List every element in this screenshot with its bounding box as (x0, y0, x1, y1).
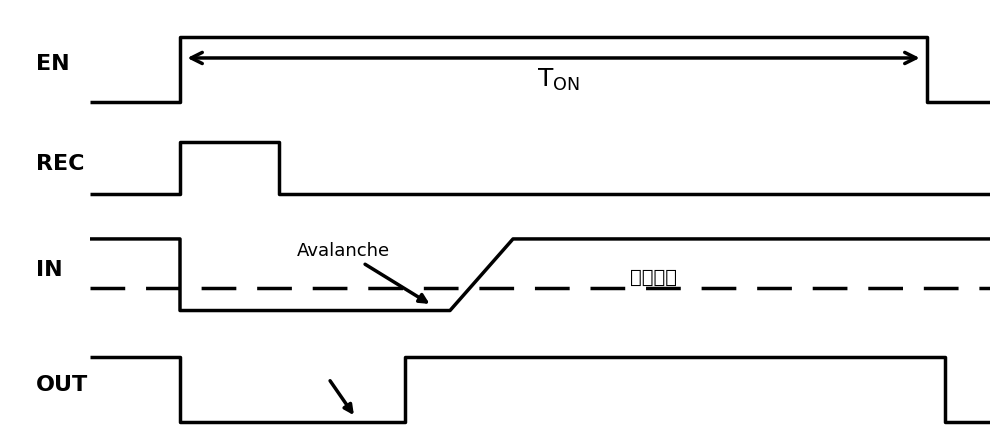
Text: OUT: OUT (36, 375, 88, 395)
Text: EN: EN (36, 54, 70, 74)
Text: $\mathrm{T_{ON}}$: $\mathrm{T_{ON}}$ (537, 67, 579, 93)
Text: Avalanche: Avalanche (297, 242, 426, 302)
Text: REC: REC (36, 154, 84, 174)
Text: 检测阀值: 检测阀值 (630, 268, 677, 287)
Text: IN: IN (36, 259, 63, 279)
